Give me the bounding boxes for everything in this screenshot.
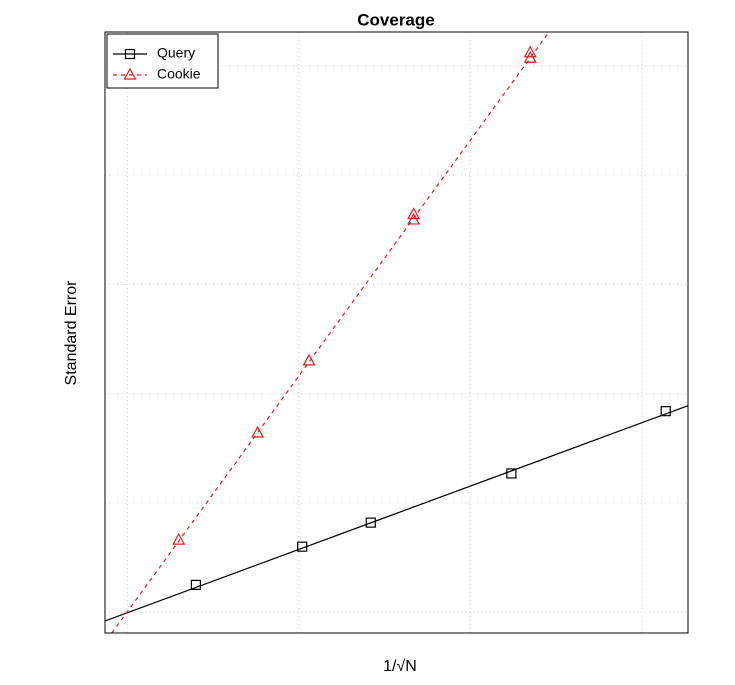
point xyxy=(297,541,308,552)
y-axis-label: Standard Error xyxy=(63,280,80,386)
point xyxy=(407,207,421,220)
grid xyxy=(105,32,688,633)
plot-frame xyxy=(104,31,689,634)
fit-line xyxy=(105,405,688,622)
point xyxy=(365,517,376,528)
point xyxy=(302,353,316,366)
point xyxy=(251,425,265,438)
point xyxy=(660,406,671,417)
point xyxy=(172,532,186,545)
chart-title: Coverage xyxy=(357,10,434,29)
point xyxy=(523,45,537,58)
legend-label: Query xyxy=(157,45,195,61)
legend-marker xyxy=(124,48,136,60)
legend-label: Cookie xyxy=(157,66,201,82)
point xyxy=(506,468,517,479)
plot-area xyxy=(105,32,688,633)
legend: Query Cookie xyxy=(106,33,219,89)
legend-marker xyxy=(123,67,137,80)
x-axis-label: 1/√N xyxy=(383,658,417,675)
point xyxy=(190,579,201,591)
fit-line xyxy=(111,32,550,633)
